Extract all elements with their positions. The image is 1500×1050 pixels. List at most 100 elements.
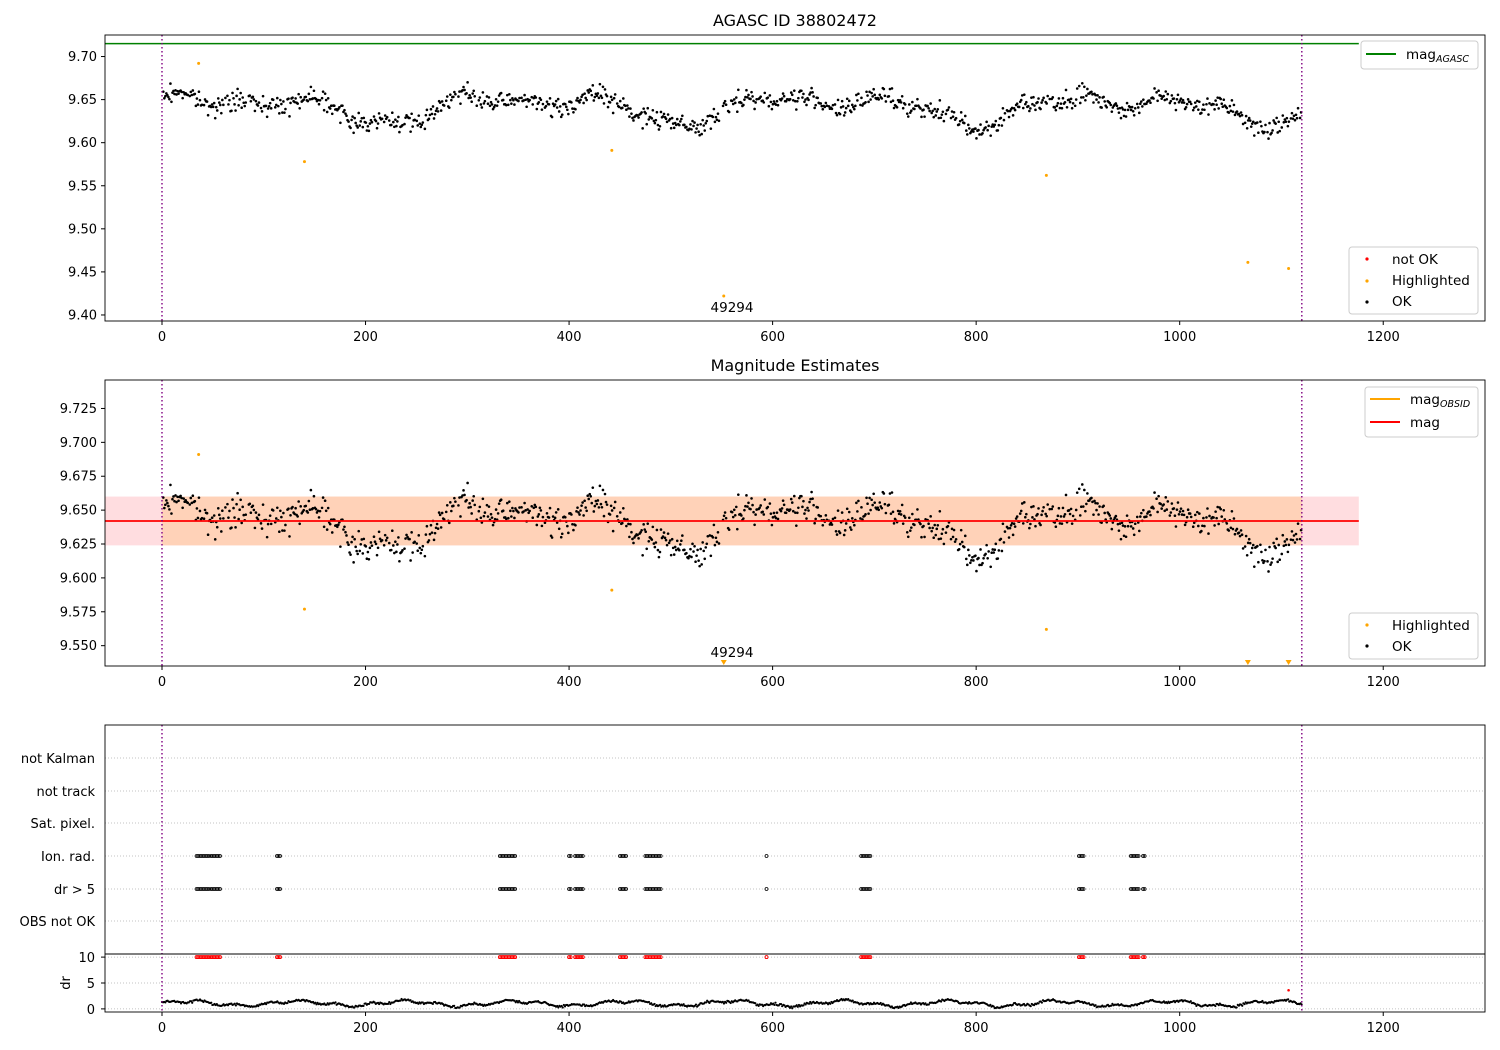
ok-point [253,109,257,113]
ok-point [248,502,252,506]
ok-point [423,554,427,558]
ok-point [1169,511,1173,514]
ok-point [586,494,589,497]
ok-point [946,524,950,528]
ok-point [715,540,719,544]
ok-point [735,527,739,531]
ion-rad-flag [1136,854,1141,858]
dr-point [334,1001,337,1004]
ok-point [195,97,199,100]
ok-point [1280,126,1284,129]
ok-point [238,98,241,101]
ok-point [1295,538,1299,541]
ok-point [957,547,961,551]
dr-point [472,1003,475,1006]
ok-point [1272,119,1275,122]
dr-point [1300,1003,1303,1006]
ok-point [662,531,666,534]
ok-point [859,103,862,107]
legend-point-status-2: Highlighted OK [1348,612,1479,660]
ok-point [899,513,903,516]
ok-point [717,119,721,123]
ok-point [1037,507,1040,510]
ok-point [1195,99,1199,103]
ok-point [651,108,655,112]
ok-point [1221,105,1225,108]
ok-point [1274,122,1277,125]
ok-point [205,511,209,515]
ok-point [974,554,977,557]
ok-point [640,111,643,114]
ok-point [1267,137,1270,140]
ok-point [691,119,694,123]
ok-point [530,95,534,99]
ok-point [257,101,261,104]
ok-point [776,103,780,107]
dr-point [729,1001,732,1005]
ok-point [1102,504,1105,508]
ok-point [979,123,982,126]
x-tick-label: 1000 [1163,675,1196,690]
ok-point [1067,509,1071,512]
ion-rad-flag [216,854,221,858]
ok-point [1202,516,1205,520]
ok-point [1294,532,1298,536]
highlighted-point [722,294,726,298]
ok-point [579,509,582,512]
ok-point [970,558,973,562]
ok-point [326,96,330,100]
ok-point [1096,502,1099,505]
ok-point [834,529,838,533]
ok-point [625,524,628,528]
ok-point [883,94,887,98]
ok-point [679,120,682,123]
ok-point [749,507,752,511]
ok-point [533,503,537,507]
ok-point [176,495,179,499]
ok-point [1055,104,1059,108]
ok-point [482,102,486,105]
ok-point [968,127,971,130]
ok-point [831,103,835,107]
ok-point [487,505,491,508]
offscale-marker [1285,660,1292,665]
ok-point [968,554,971,557]
panel2-points [105,453,1359,665]
ok-point [905,530,909,534]
ok-point [706,534,710,538]
ok-point [326,506,330,510]
ok-point [294,506,297,510]
ok-point [769,512,773,515]
ok-point [798,496,801,500]
ok-point [396,120,399,123]
ok-point [654,118,658,122]
ok-point [923,115,926,118]
ion-rad-flag [657,854,662,858]
ok-point [597,96,601,100]
ok-point [578,101,581,104]
ok-point [228,98,231,102]
dr-point [210,1001,213,1004]
ok-point [369,118,373,122]
ok-point [668,117,672,121]
ok-point [364,121,368,124]
ok-point [1091,93,1094,96]
ok-point [556,97,560,101]
ok-point [1142,98,1145,101]
ok-point [963,114,967,118]
dr-point [773,1003,776,1006]
ok-point [702,549,706,553]
ok-point [603,88,607,91]
ok-point [1245,553,1249,557]
ok-point [849,528,853,531]
ok-point [1191,108,1195,112]
ok-point [810,490,813,494]
ok-point [789,497,793,501]
ok-point [737,493,740,496]
ok-point [843,529,847,532]
ok-point [993,548,997,551]
ok-point [1082,505,1085,508]
ion-rad-flag [580,854,585,858]
ok-point [401,549,404,552]
ok-point [220,530,223,533]
